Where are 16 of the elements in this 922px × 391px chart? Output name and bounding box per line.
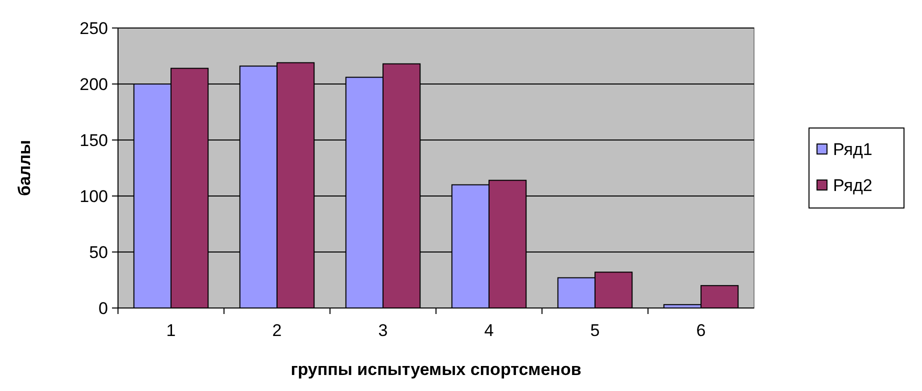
x-axis-title: группы испытуемых спортсменов	[290, 360, 582, 379]
x-tick-label: 4	[484, 321, 494, 340]
x-tick-label: 1	[166, 321, 176, 340]
y-axis-title: баллы	[15, 140, 34, 196]
legend-label: Ряд2	[833, 176, 872, 195]
legend-label: Ряд1	[833, 140, 872, 159]
y-tick-label: 50	[89, 242, 108, 262]
y-tick-label: 200	[80, 74, 108, 94]
y-tick-label: 0	[98, 298, 108, 318]
y-tick-label: 250	[80, 18, 108, 38]
y-tick-label: 100	[80, 186, 108, 206]
x-tick-label: 6	[696, 321, 706, 340]
x-tick-label: 3	[378, 321, 388, 340]
x-tick-label: 5	[590, 321, 600, 340]
x-tick-label: 2	[272, 321, 282, 340]
y-tick-label: 150	[80, 130, 108, 150]
